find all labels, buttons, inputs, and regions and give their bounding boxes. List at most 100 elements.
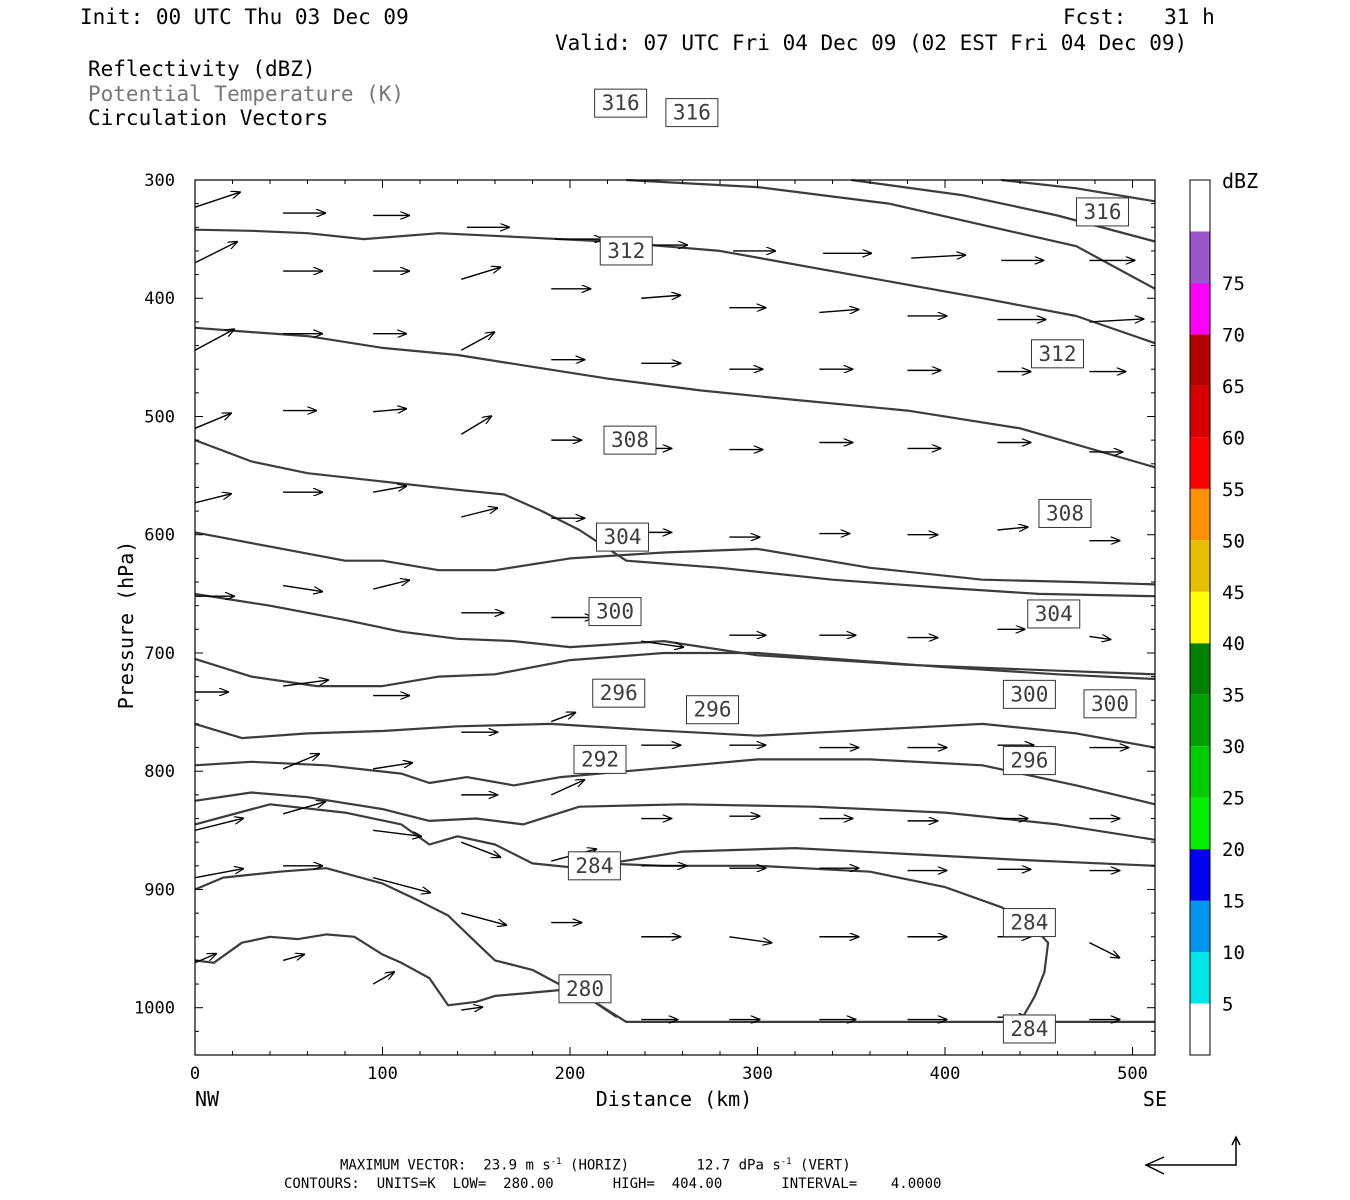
circulation-vector — [372, 580, 409, 590]
circulation-vector — [372, 876, 430, 893]
theta-contour-line — [194, 439, 1156, 598]
circulation-vector — [461, 912, 506, 925]
circulation-vector — [194, 954, 216, 964]
contour-label: 292 — [581, 747, 619, 771]
x-tick-label: 300 — [742, 1064, 773, 1084]
y-tick-label: 500 — [144, 407, 175, 427]
colorbar-segment — [1190, 952, 1210, 1004]
max-vector-line: MAXIMUM VECTOR: 23.9 m s-1 (HORIZ) 12.7 … — [340, 1158, 851, 1173]
circulation-vector — [1089, 942, 1119, 958]
circulation-vector — [1089, 319, 1143, 322]
contour-label: 304 — [1035, 602, 1073, 626]
theta-contour-line — [194, 933, 618, 1019]
theta-contour-line — [194, 722, 1156, 749]
circulation-vector — [461, 1007, 482, 1010]
contour-label-box — [1002, 746, 1056, 776]
y-tick-label: 300 — [144, 171, 175, 191]
horiz-exp: -1 — [550, 1157, 562, 1167]
colorbar-segment — [1190, 900, 1210, 953]
contour-label-box — [599, 236, 653, 266]
theta-contour-line — [1001, 178, 1156, 203]
contour-label-box — [686, 695, 739, 725]
colorbar-tick-label: 15 — [1222, 891, 1245, 913]
contour-label: 300 — [596, 600, 634, 624]
circulation-vector — [729, 936, 771, 943]
contour-label-box — [1002, 908, 1056, 938]
plot-frame — [194, 179, 1156, 1056]
contour-label-box — [596, 522, 649, 552]
contour-label: 284 — [1010, 1017, 1048, 1041]
colorbar-segment — [1190, 540, 1210, 592]
vert-tag: (VERT) — [800, 1157, 851, 1174]
theta-contour-line — [194, 867, 1155, 1023]
colorbar-segment — [1190, 180, 1210, 232]
contour-label-box — [592, 678, 646, 708]
circulation-vector — [819, 309, 858, 312]
contours-info: CONTOURS: UNITS=K LOW= 280.00 HIGH= 404.… — [284, 1176, 942, 1192]
init-time: Init: 00 UTC Thu 03 Dec 09 — [80, 5, 409, 29]
contour-label-box — [665, 98, 719, 128]
contour-label-box — [1002, 679, 1056, 709]
circulation-vector — [460, 416, 491, 435]
y-tick-label: 900 — [144, 880, 175, 900]
circulation-vectors — [194, 192, 1143, 1019]
colorbar-segment — [1190, 231, 1210, 283]
colorbar-tick-label: 30 — [1222, 736, 1245, 758]
circulation-vector — [461, 508, 497, 518]
circulation-vector — [551, 713, 575, 723]
colorbar-tick-label: 70 — [1222, 324, 1245, 346]
x-tick-label: 500 — [1117, 1064, 1148, 1084]
x-tick-label: 400 — [930, 1064, 961, 1084]
theta-contour-line — [194, 758, 1156, 806]
theta-contour-line — [194, 531, 1156, 586]
circulation-vector — [194, 869, 243, 879]
valid-time: Valid: 07 UTC Fri 04 Dec 09 (02 EST Fri … — [555, 31, 1188, 55]
colorbar-tick-label: 40 — [1222, 633, 1245, 655]
field-circulation-vectors: Circulation Vectors — [88, 106, 329, 130]
contour-label: 316 — [673, 101, 711, 125]
contour-label: 304 — [604, 525, 642, 549]
field-reflectivity: Reflectivity (dBZ) — [88, 57, 316, 81]
contour-label-box — [1031, 339, 1084, 369]
circulation-vector — [194, 413, 231, 429]
colorbar-segment — [1190, 334, 1210, 386]
circulation-vector — [283, 584, 322, 592]
y-tick-label: 600 — [144, 526, 175, 546]
contour-label: 312 — [1039, 342, 1077, 366]
colorbar-tick-label: 50 — [1222, 530, 1245, 552]
colorbar-segment — [1190, 643, 1210, 695]
contour-label: 284 — [575, 854, 613, 878]
contour-label: 296 — [600, 681, 638, 705]
circulation-vector — [282, 802, 325, 815]
circulation-vector — [997, 527, 1028, 530]
colorbar-tick-label: 20 — [1222, 839, 1245, 861]
horiz-value: 23.9 m s — [483, 1157, 551, 1174]
circulation-vector — [1089, 636, 1110, 639]
circulation-vector — [194, 192, 240, 208]
contour-label-box — [1027, 599, 1081, 629]
colorbar-segment — [1190, 488, 1210, 541]
circulation-vector — [641, 640, 683, 647]
contour-label-box — [1038, 498, 1092, 528]
contour-label-box — [594, 88, 648, 118]
colorbar-segment — [1190, 591, 1210, 644]
colorbar: 5 10 15 20 25 30 35 40 45 50 55 60 65 70 75 — [1189, 179, 1245, 1056]
colorbar-title: dBZ — [1222, 169, 1258, 193]
circulation-vector — [460, 332, 494, 351]
circulation-vector — [373, 409, 406, 412]
circulation-vector — [461, 267, 500, 280]
y-tick-label: 700 — [144, 644, 175, 664]
x-end-label-nw: NW — [195, 1087, 220, 1111]
colorbar-segment — [1190, 282, 1210, 335]
circulation-vector — [194, 494, 231, 504]
circulation-vector — [372, 486, 406, 493]
contour-label: 312 — [607, 239, 645, 263]
vert-value: 12.7 dPa s — [696, 1157, 781, 1174]
y-tick-label: 800 — [144, 762, 175, 782]
circulation-vector — [550, 780, 584, 796]
colorbar-tick-label: 10 — [1222, 942, 1245, 964]
colorbar-frame — [1189, 179, 1211, 1056]
theta-contour-line — [626, 178, 1156, 290]
max-vector-label: MAXIMUM VECTOR: — [340, 1157, 467, 1174]
contour-label: 300 — [1010, 682, 1048, 706]
